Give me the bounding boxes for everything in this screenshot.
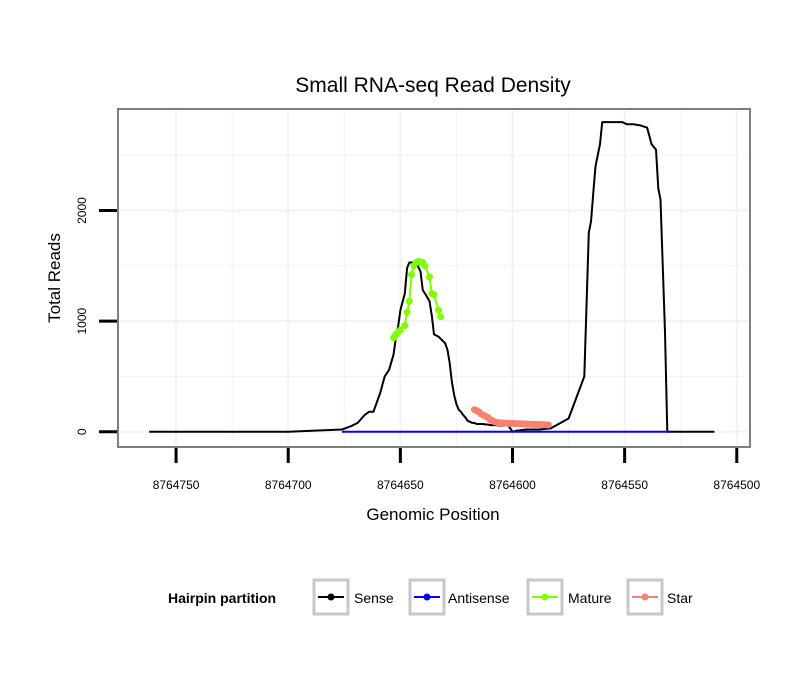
- y-tick-label: 0: [75, 428, 89, 435]
- y-axis: 0 1000 2000: [75, 197, 117, 435]
- series-point-mature: [421, 262, 429, 270]
- legend-label-sense: Sense: [354, 590, 394, 606]
- y-tick-label: 2000: [75, 197, 89, 224]
- series-line-sense: [149, 121, 715, 433]
- x-axis-title: Genomic Position: [366, 505, 499, 524]
- legend-key-point-sense: [327, 593, 335, 601]
- series-point-mature: [403, 308, 411, 316]
- series-point-mature: [434, 306, 442, 314]
- legend: Hairpin partition Sense Antisense Mature St…: [168, 578, 693, 616]
- y-axis-title: Total Reads: [45, 233, 64, 323]
- legend-key-point-mature: [541, 593, 549, 601]
- legend-label-star: Star: [667, 590, 693, 606]
- legend-label-mature: Mature: [568, 590, 612, 606]
- series-point-mature: [426, 273, 434, 281]
- legend-key-point-star: [641, 593, 649, 601]
- x-tick-label: 8764750: [153, 478, 200, 492]
- series-point-mature: [401, 322, 409, 330]
- x-tick-label: 8764600: [489, 478, 536, 492]
- y-tick-label: 1000: [75, 307, 89, 334]
- x-tick-label: 8764650: [377, 478, 424, 492]
- series-point-mature: [405, 297, 413, 305]
- plot-panel: [117, 108, 751, 448]
- legend-title: Hairpin partition: [168, 590, 276, 606]
- series-point-mature: [408, 271, 416, 279]
- x-axis: 8764750 8764700 8764650 8764600 8764550 87645…: [153, 448, 760, 492]
- legend-label-antisense: Antisense: [448, 590, 510, 606]
- series-point-mature: [430, 291, 438, 299]
- series-point-star: [544, 421, 552, 429]
- legend-key-point-antisense: [423, 593, 431, 601]
- series-point-mature: [437, 313, 445, 321]
- legend-items: Sense Antisense Mature Star: [312, 578, 693, 616]
- series-layer: [149, 121, 715, 433]
- series-point-mature: [396, 326, 404, 334]
- x-tick-label: 8764700: [265, 478, 312, 492]
- chart-title: Small RNA-seq Read Density: [295, 74, 571, 97]
- x-tick-label: 8764550: [601, 478, 648, 492]
- x-tick-label: 8764500: [713, 478, 760, 492]
